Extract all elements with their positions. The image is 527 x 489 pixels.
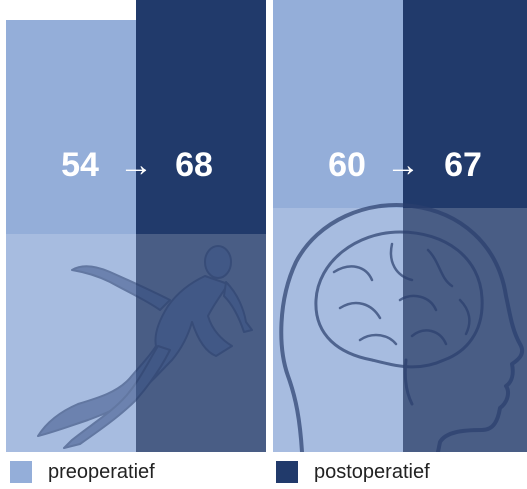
- mental-post-value: 67: [444, 146, 482, 184]
- mental-pre-value: 60: [328, 146, 366, 184]
- legend-swatch-postoperative: [276, 461, 298, 483]
- legend-label-preoperative: preoperatief: [48, 460, 155, 483]
- physical-arrow-icon: →: [119, 146, 153, 184]
- mental-overlay-band: [273, 208, 527, 452]
- legend-label-postoperative: postoperatief: [314, 460, 430, 483]
- physical-pre-value: 54: [61, 146, 99, 184]
- legend-postoperative: postoperatief: [276, 459, 430, 485]
- running-man-icon: [37, 245, 253, 449]
- physical-chart-panel: 54 → 68: [6, 0, 266, 452]
- bar-post-physical: [136, 0, 266, 452]
- mental-arrow-icon: →: [386, 146, 420, 184]
- head-brain-icon: [279, 203, 525, 452]
- bar-pre-mental: [273, 0, 403, 452]
- bar-pre-physical: [6, 20, 136, 452]
- legend-swatch-preoperative: [10, 461, 32, 483]
- physical-post-value: 68: [175, 146, 213, 184]
- mental-chart-panel: 60 → 67: [273, 0, 527, 452]
- legend-preoperative: preoperatief: [10, 459, 155, 485]
